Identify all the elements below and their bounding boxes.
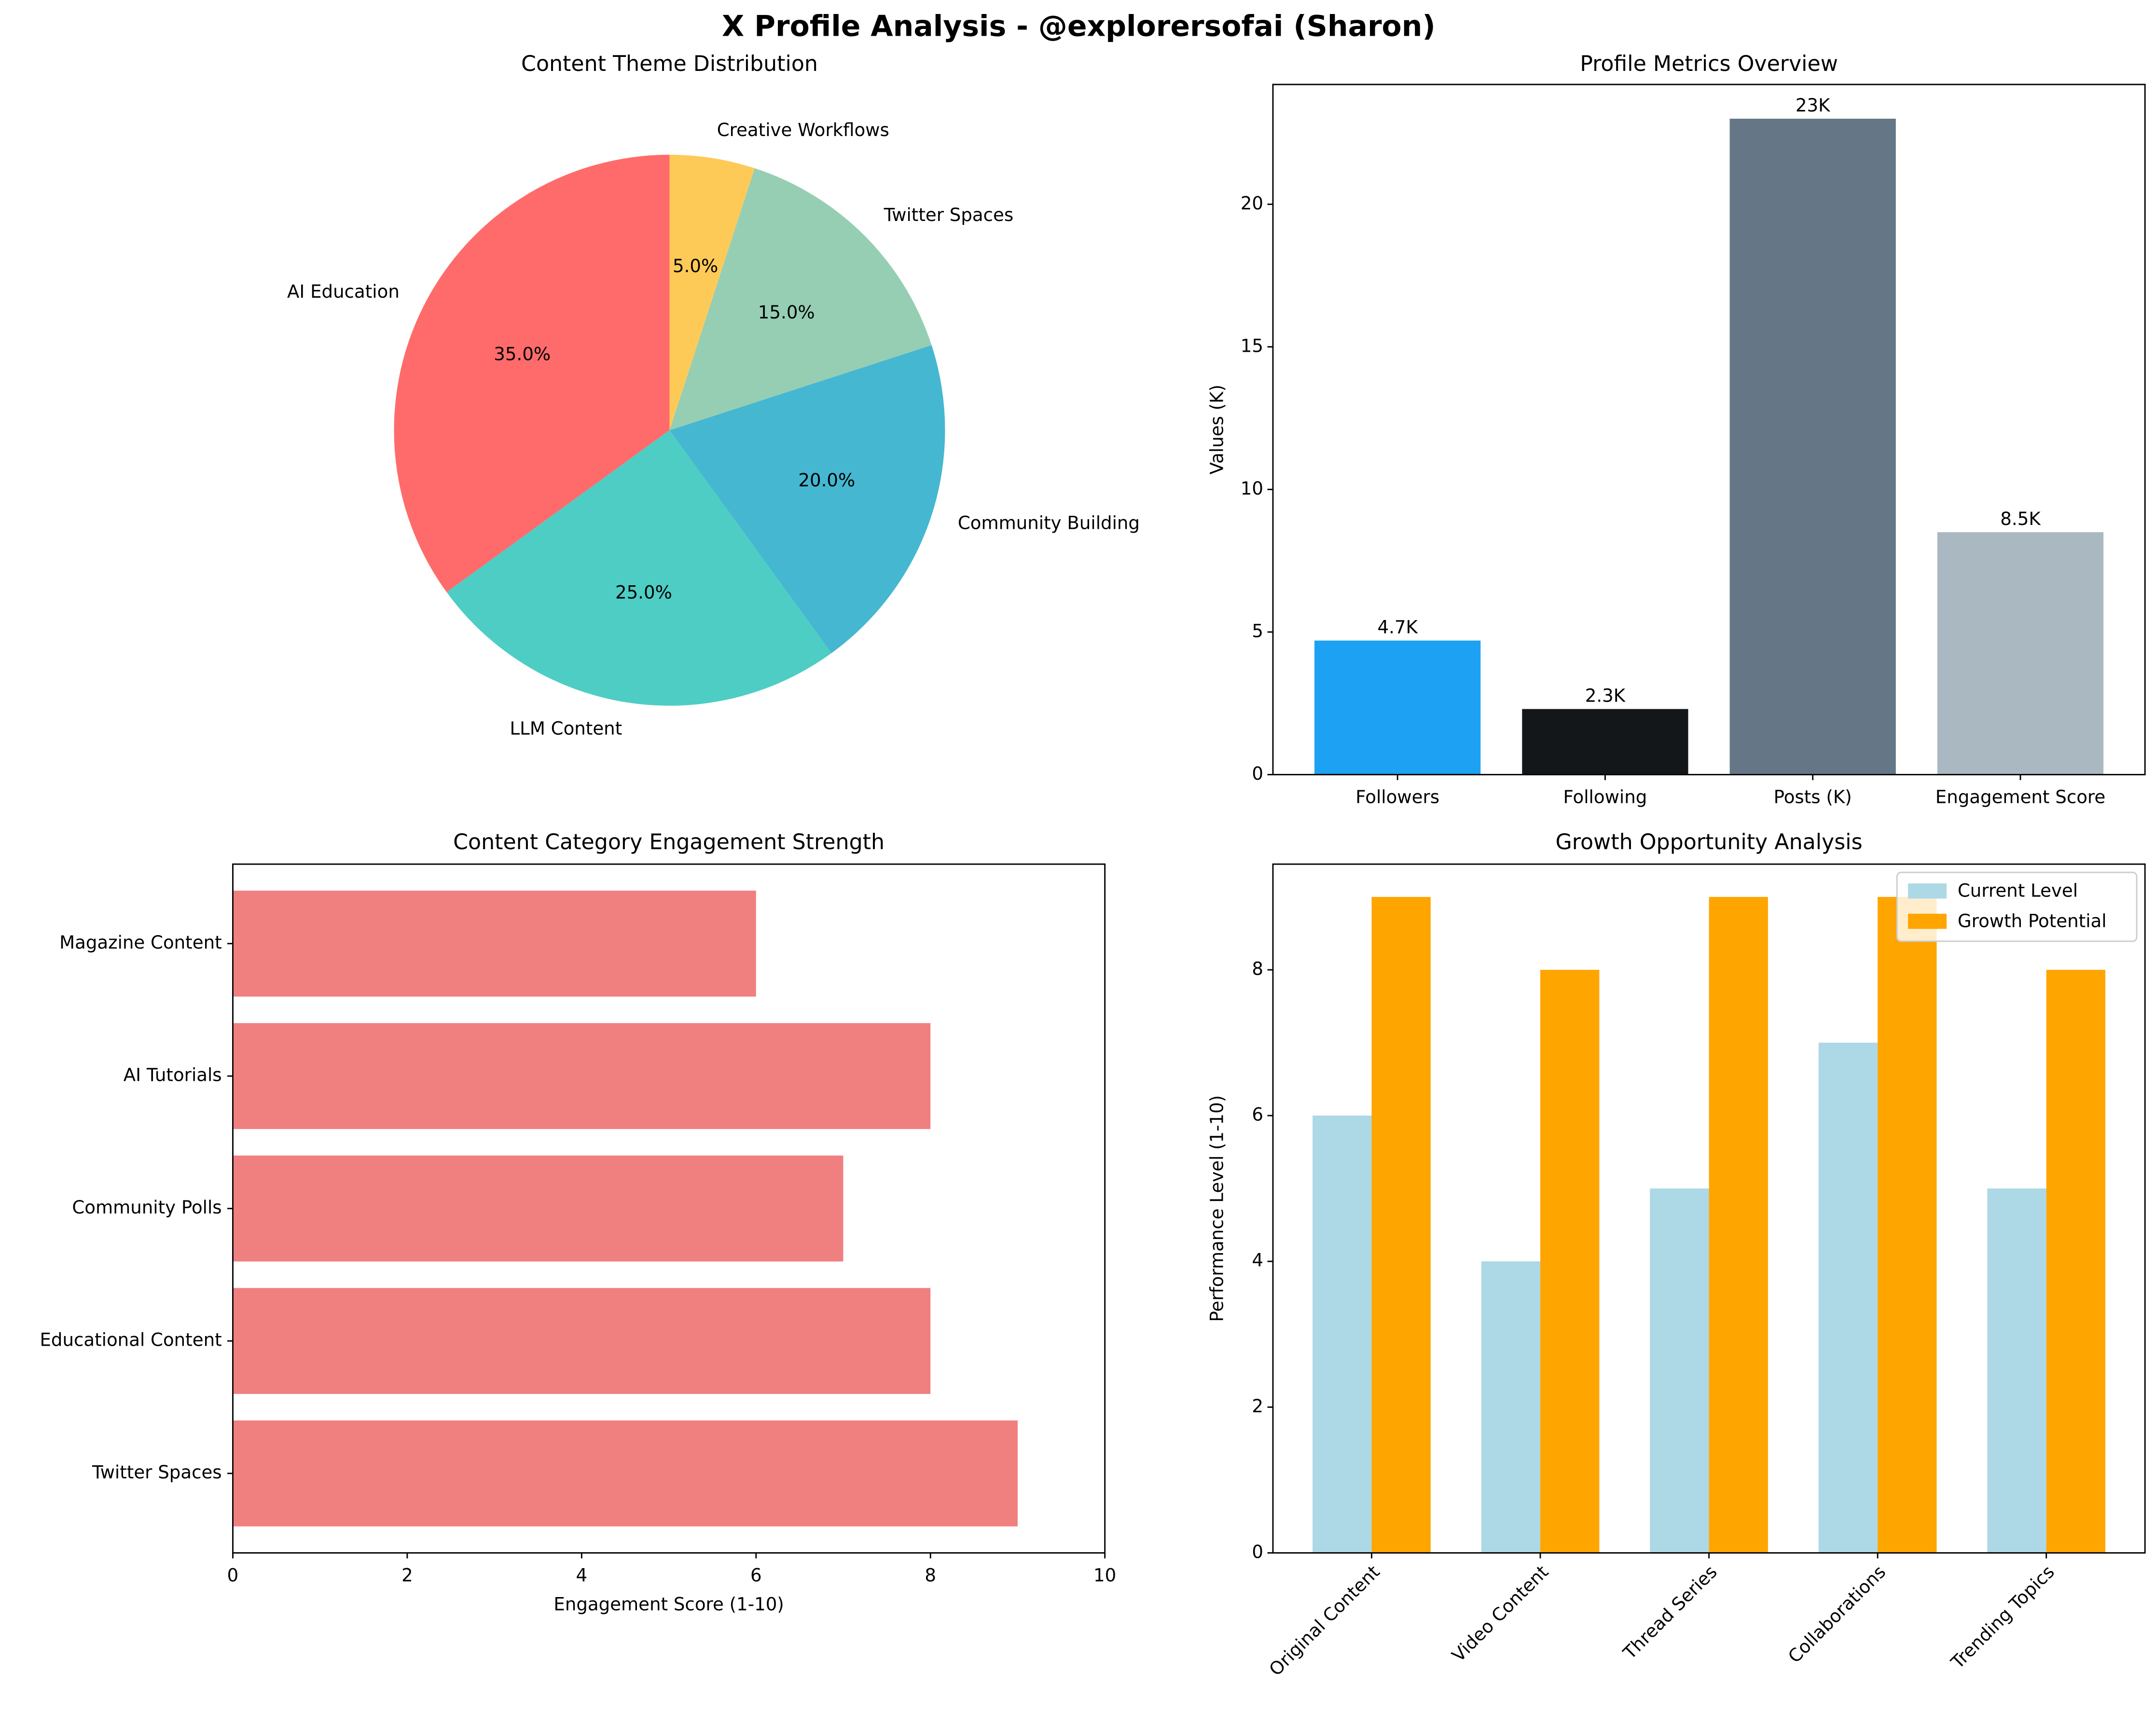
bar — [2046, 970, 2106, 1553]
slice-percent: 15.0% — [758, 302, 815, 323]
x-tick-label: Followers — [1355, 786, 1439, 807]
slice-percent: 20.0% — [798, 470, 855, 491]
chart-title: Content Theme Distribution — [521, 52, 818, 76]
slice-label: Creative Workflows — [717, 120, 889, 140]
bar — [1314, 640, 1481, 775]
x-tick-label: 8 — [925, 1565, 936, 1585]
y-tick-label: 20 — [1241, 193, 1263, 214]
y-tick-label: 0 — [1252, 763, 1263, 784]
bar — [233, 1155, 843, 1262]
axes-frame — [1272, 83, 2146, 775]
bar — [1878, 896, 1937, 1553]
slice-label: Twitter Spaces — [884, 205, 1014, 225]
chart-title: Growth Opportunity Analysis — [1555, 830, 1862, 854]
axes-frame — [1272, 863, 2146, 1554]
bar — [233, 1420, 1018, 1527]
y-tick-label: Community Polls — [72, 1197, 221, 1218]
x-tick-label: 2 — [401, 1565, 413, 1585]
pie-slice — [446, 430, 832, 706]
x-axis-label: Engagement Score (1-10) — [553, 1594, 784, 1614]
legend-label: Growth Potential — [1958, 910, 2107, 931]
bar — [1481, 1261, 1541, 1553]
value-label: 4.7K — [1377, 617, 1418, 637]
y-axis-label: Performance Level (1-10) — [1206, 1095, 1227, 1322]
bar — [1313, 1116, 1372, 1553]
bar — [233, 1288, 931, 1394]
bar — [1937, 532, 2104, 775]
pie-slice — [394, 154, 670, 593]
y-tick-label: 10 — [1241, 478, 1263, 499]
y-tick-label: Twitter Spaces — [92, 1462, 222, 1483]
slice-label: LLM Content — [510, 718, 622, 739]
y-tick-label: 6 — [1252, 1104, 1263, 1125]
pie-slice — [669, 345, 945, 653]
x-tick-label: 0 — [227, 1565, 239, 1585]
y-tick-label: 4 — [1252, 1250, 1263, 1271]
chart-title: Content Category Engagement Strength — [453, 830, 885, 854]
legend-box — [1896, 871, 2138, 942]
y-tick-label: Magazine Content — [59, 932, 222, 953]
chart-title: Profile Metrics Overview — [1580, 52, 1838, 76]
y-tick-label: AI Tutorials — [124, 1065, 222, 1086]
bar — [1371, 896, 1431, 1553]
legend-swatch — [1908, 913, 1947, 929]
y-tick-label: 5 — [1252, 620, 1263, 641]
pie-slice — [669, 154, 755, 430]
y-tick-label: 2 — [1252, 1396, 1263, 1417]
y-tick-label: 0 — [1252, 1542, 1263, 1562]
value-label: 23K — [1796, 95, 1831, 116]
y-tick-label: 8 — [1252, 959, 1263, 979]
slice-label: Community Building — [958, 512, 1140, 533]
y-axis-label: Values (K) — [1206, 385, 1227, 474]
pie-slice — [669, 168, 932, 430]
slice-percent: 35.0% — [494, 344, 551, 365]
slice-label: AI Education — [287, 281, 400, 302]
x-tick-label: Posts (K) — [1774, 786, 1852, 807]
x-tick-label: 6 — [750, 1565, 762, 1585]
bar — [233, 890, 756, 997]
bar — [1522, 709, 1688, 775]
legend-swatch — [1908, 883, 1947, 899]
axes-frame — [232, 863, 1106, 1554]
x-tick-label: Engagement Score — [1935, 786, 2105, 807]
x-tick-label: 4 — [576, 1565, 588, 1585]
bar — [1709, 896, 1768, 1553]
value-label: 2.3K — [1585, 685, 1626, 706]
bar — [1818, 1043, 1878, 1553]
slice-percent: 5.0% — [673, 256, 718, 276]
y-tick-label: 15 — [1241, 335, 1263, 356]
y-tick-label: Educational Content — [40, 1330, 221, 1351]
bar — [1540, 970, 1600, 1553]
bar — [1729, 119, 1896, 775]
value-label: 8.5K — [2000, 509, 2041, 529]
figure-title: X Profile Analysis - @explorersofai (Sha… — [722, 10, 1436, 43]
bar — [1650, 1188, 1709, 1553]
bar — [233, 1023, 931, 1130]
x-tick-label: Following — [1563, 786, 1647, 807]
bar — [1987, 1188, 2046, 1553]
x-tick-label: 10 — [1093, 1565, 1116, 1585]
slice-percent: 25.0% — [615, 582, 672, 603]
legend-label: Current Level — [1958, 881, 2078, 901]
